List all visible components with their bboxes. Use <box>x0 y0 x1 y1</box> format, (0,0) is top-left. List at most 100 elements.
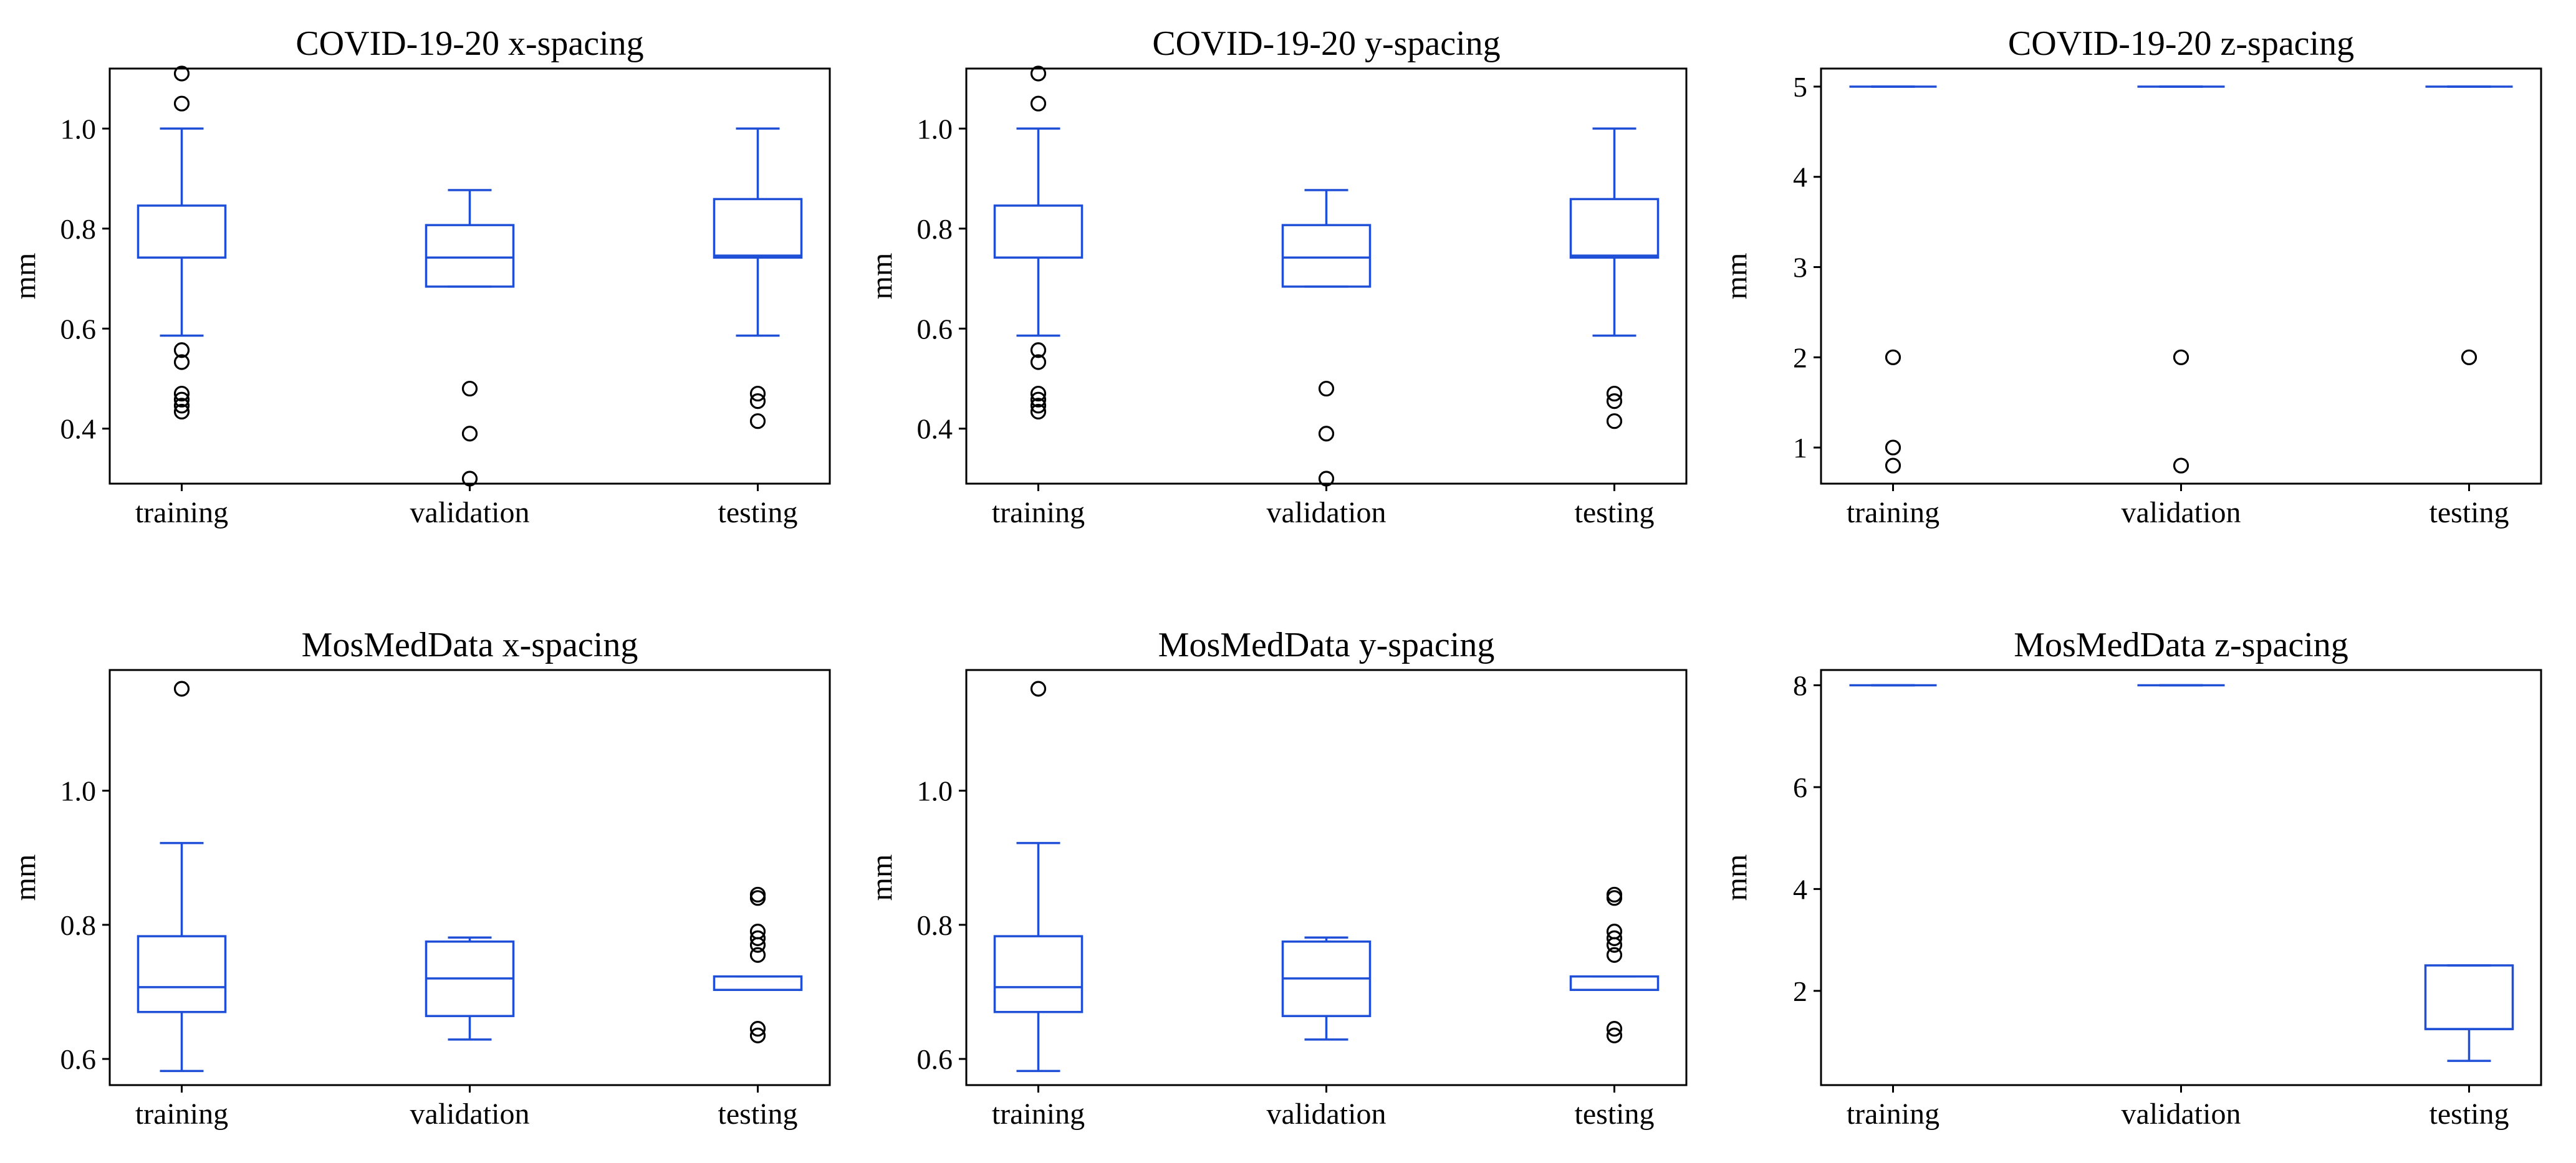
x-tick-label: training <box>992 496 1085 529</box>
outlier-point <box>749 413 766 429</box>
axes-frame <box>965 669 1688 1086</box>
outlier-point <box>173 342 190 358</box>
axes-frame <box>1820 669 2542 1086</box>
box-testing <box>2425 85 2513 365</box>
box-validation <box>1281 189 1372 487</box>
y-tick-label: 2 <box>1793 975 1807 1007</box>
outlier-point <box>1030 95 1047 112</box>
chart-title: MosMedData x-spacing <box>302 626 638 664</box>
x-tick-label: testing <box>1575 1098 1655 1131</box>
outlier-point <box>173 391 190 408</box>
y-tick-label: 4 <box>1793 161 1807 193</box>
outlier-point <box>749 930 766 946</box>
outlier-point <box>749 886 766 903</box>
y-tick-label: 0.6 <box>917 313 953 345</box>
y-tick-label: 1 <box>1793 432 1807 464</box>
outlier-point <box>461 380 478 397</box>
y-tick-label: 1.0 <box>917 113 953 145</box>
y-tick-label: 8 <box>1793 670 1807 702</box>
box-training <box>137 681 227 1073</box>
y-axis-label: mm <box>865 253 898 300</box>
outlier-point <box>2461 349 2477 365</box>
outlier-point <box>1606 393 1623 409</box>
outlier-point <box>1030 403 1047 420</box>
iqr-box <box>1569 198 1660 259</box>
outlier-point <box>1885 439 1901 456</box>
outlier-point <box>1030 398 1047 414</box>
subplot-4: MosMedData x-spacing 0.6 0.8 1.0 mm training v… <box>9 626 831 1131</box>
y-axis-label: mm <box>9 253 42 300</box>
y-tick-label: 0.6 <box>60 1043 97 1075</box>
box-validation <box>2137 85 2225 474</box>
outlier-point <box>461 426 478 442</box>
x-tick-label: training <box>135 496 228 529</box>
y-tick-label: 0.8 <box>917 909 953 941</box>
chart-title: MosMedData y-spacing <box>1158 626 1495 664</box>
box-testing <box>1569 886 1660 1043</box>
x-tick-label: validation <box>410 1098 530 1131</box>
x-tick-label: training <box>1847 1098 1939 1131</box>
x-tick-label: testing <box>2429 496 2509 529</box>
axes-frame <box>965 67 1688 485</box>
x-tick-label: validation <box>2122 496 2241 529</box>
outlier-point <box>173 681 190 697</box>
y-tick-label: 0.6 <box>60 313 97 345</box>
y-tick-label: 0.4 <box>917 413 953 445</box>
iqr-box <box>993 204 1084 259</box>
outlier-point <box>173 403 190 420</box>
box-training <box>993 65 1084 420</box>
outlier-point <box>1885 349 1901 365</box>
y-axis-label: mm <box>1720 854 1753 901</box>
x-tick-label: training <box>135 1098 228 1131</box>
box-validation <box>1281 936 1372 1041</box>
outlier-point <box>1606 890 1623 906</box>
outlier-point <box>1030 65 1047 82</box>
outlier-point <box>1030 385 1047 402</box>
chart-title: COVID-19-20 z-spacing <box>2008 24 2354 63</box>
y-tick-label: 0.4 <box>60 413 97 445</box>
y-tick-label: 0.8 <box>60 909 97 941</box>
x-tick-label: testing <box>2429 1098 2509 1131</box>
y-tick-label: 1.0 <box>60 113 97 145</box>
chart-title: COVID-19-20 y-spacing <box>1152 24 1500 63</box>
x-tick-label: validation <box>410 496 530 529</box>
x-tick-label: testing <box>718 496 798 529</box>
y-axis-label: mm <box>865 854 898 901</box>
outlier-point <box>173 95 190 112</box>
box-testing <box>713 886 803 1043</box>
axes-frame <box>108 67 831 485</box>
y-tick-label: 3 <box>1793 252 1807 284</box>
subplot-3: COVID-19-20 z-spacing 1 2 3 4 5 mm training vali… <box>1720 24 2542 529</box>
outlier-point <box>1606 1021 1623 1037</box>
outlier-point <box>1606 947 1623 963</box>
y-tick-label: 1.0 <box>60 775 97 807</box>
outlier-point <box>749 947 766 963</box>
y-tick-label: 1.0 <box>917 775 953 807</box>
subplot-2: COVID-19-20 y-spacing 0.4 0.6 0.8 1.0 mm train… <box>865 24 1688 529</box>
y-tick-label: 0.8 <box>917 213 953 245</box>
iqr-box <box>1281 224 1372 288</box>
outlier-point <box>1030 342 1047 358</box>
outlier-point <box>1030 354 1047 370</box>
y-tick-label: 5 <box>1793 71 1807 103</box>
chart-title: COVID-19-20 x-spacing <box>296 24 643 63</box>
iqr-box <box>137 204 227 259</box>
outlier-point <box>749 890 766 906</box>
outlier-point <box>1606 937 1623 953</box>
outlier-point <box>1606 1027 1623 1043</box>
y-axis-label: mm <box>1720 253 1753 300</box>
box-validation <box>425 936 515 1041</box>
iqr-box <box>2424 964 2514 1030</box>
outlier-point <box>1318 471 1335 487</box>
box-testing <box>713 127 803 429</box>
subplot-5: MosMedData y-spacing 0.6 0.8 1.0 mm training v… <box>865 626 1688 1131</box>
outlier-point <box>749 1027 766 1043</box>
axes-frame <box>108 669 831 1086</box>
y-tick-label: 6 <box>1793 772 1807 803</box>
x-tick-label: testing <box>1575 496 1655 529</box>
iqr-box <box>713 975 803 991</box>
x-tick-label: validation <box>2122 1098 2241 1131</box>
x-tick-label: training <box>1847 496 1939 529</box>
subplot-1: COVID-19-20 x-spacing 0.4 0.6 0.8 1.0 mm train… <box>9 24 831 529</box>
